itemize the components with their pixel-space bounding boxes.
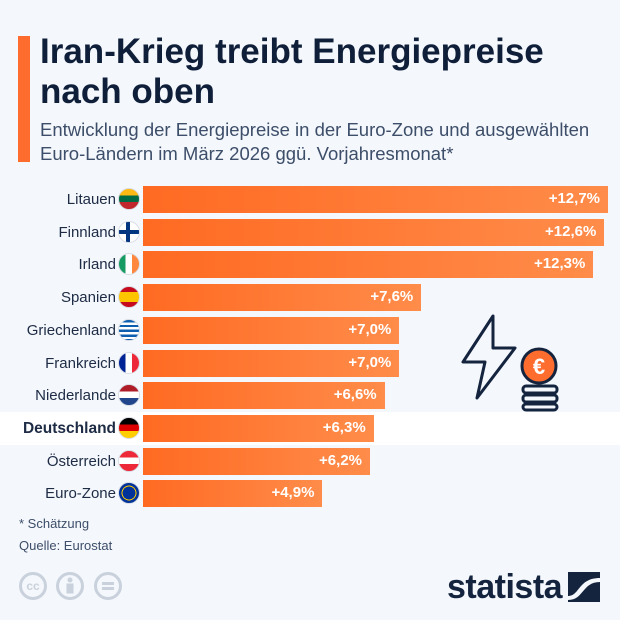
- category-label: Österreich: [46, 452, 116, 470]
- energy-euro-icon: €: [461, 314, 559, 412]
- bar-spanien: +7,6%: [143, 284, 422, 312]
- bar-frankreich: +7,0%: [143, 349, 400, 377]
- flag-eurozone-icon: [118, 482, 140, 505]
- category-label: Spanien: [60, 289, 116, 307]
- brand-text: statista: [447, 568, 563, 606]
- flag-deutschland-icon: [118, 416, 140, 439]
- category-label: Griechenland: [26, 321, 116, 339]
- bar-irland: +12,3%: [143, 251, 594, 279]
- data-label: +6,6%: [333, 386, 377, 404]
- by-icon[interactable]: [56, 572, 84, 600]
- flag-frankreich-icon: [118, 351, 140, 374]
- svg-text:€: €: [533, 354, 545, 379]
- page-title: Iran-Krieg treibt Energiepreise nach obe…: [40, 32, 544, 111]
- data-label: +7,0%: [348, 353, 392, 371]
- footnote: * Schätzung: [19, 516, 90, 531]
- lightning-icon: [461, 314, 517, 400]
- source: Quelle: Eurostat: [19, 538, 113, 553]
- category-label: Frankreich: [45, 354, 116, 372]
- data-label: +7,6%: [370, 288, 414, 306]
- bar-sterreich: +6,2%: [143, 447, 370, 475]
- statista-logo-mark: [568, 572, 600, 602]
- data-label: +6,3%: [322, 418, 366, 436]
- data-label: +6,2%: [319, 451, 362, 469]
- category-label: Deutschland: [22, 419, 116, 437]
- category-label: Litauen: [66, 191, 116, 208]
- data-label: +7,0%: [348, 320, 392, 338]
- cc-icon[interactable]: cc: [19, 572, 47, 600]
- data-label: +4,9%: [271, 484, 315, 502]
- bar-finnland: +12,6%: [143, 218, 605, 246]
- flag-griechenland-icon: [118, 318, 140, 341]
- statista-logo[interactable]: statista: [447, 568, 563, 607]
- flag-niederlande-icon: [118, 384, 140, 407]
- flag-finnland-icon: [118, 220, 140, 243]
- flag-sterreich-icon: [118, 449, 140, 472]
- category-label: Irland: [78, 256, 116, 274]
- title-accent-bar: [18, 36, 30, 162]
- flag-spanien-icon: [118, 286, 140, 309]
- bar-niederlande: +6,6%: [143, 382, 385, 410]
- data-label: +12,6%: [545, 222, 597, 240]
- bar-eurozone: +4,9%: [143, 480, 323, 508]
- category-label: Euro-Zone: [45, 485, 116, 503]
- flag-irland-icon: [118, 253, 140, 276]
- subtitle: Entwicklung der Energiepreise in der Eur…: [40, 119, 590, 164]
- category-label: Niederlande: [35, 387, 116, 405]
- euro-coin-icon: [520, 347, 558, 385]
- data-label: +12,7%: [548, 190, 600, 207]
- nd-icon[interactable]: [94, 572, 122, 600]
- bar-litauen: +12,7%: [143, 186, 608, 213]
- bar-griechenland: +7,0%: [143, 316, 400, 344]
- category-label: Finnland: [58, 223, 116, 241]
- bar-deutschland: +6,3%: [143, 414, 374, 442]
- flag-litauen-icon: [118, 188, 140, 210]
- data-label: +12,3%: [534, 255, 586, 273]
